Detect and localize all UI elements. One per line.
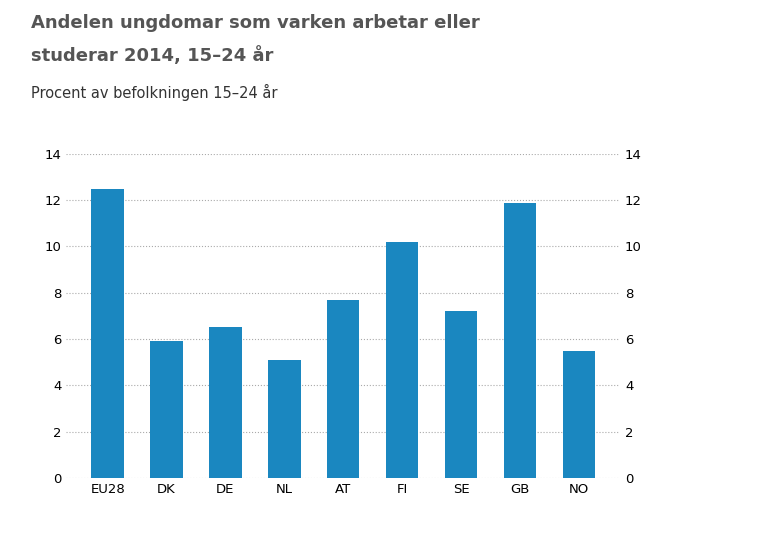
Text: studerar 2014, 15–24 år: studerar 2014, 15–24 år xyxy=(31,46,274,65)
Bar xyxy=(327,300,360,478)
Bar xyxy=(268,360,300,478)
Text: Procent av befolkningen 15–24 år: Procent av befolkningen 15–24 år xyxy=(31,84,278,101)
Text: Andelen ungdomar som varken arbetar eller: Andelen ungdomar som varken arbetar elle… xyxy=(31,14,480,31)
Bar xyxy=(445,311,477,478)
Bar xyxy=(504,202,536,478)
Bar xyxy=(151,341,183,478)
Bar xyxy=(209,327,242,478)
Bar xyxy=(91,188,124,478)
Bar xyxy=(562,350,595,478)
Bar xyxy=(386,242,418,478)
